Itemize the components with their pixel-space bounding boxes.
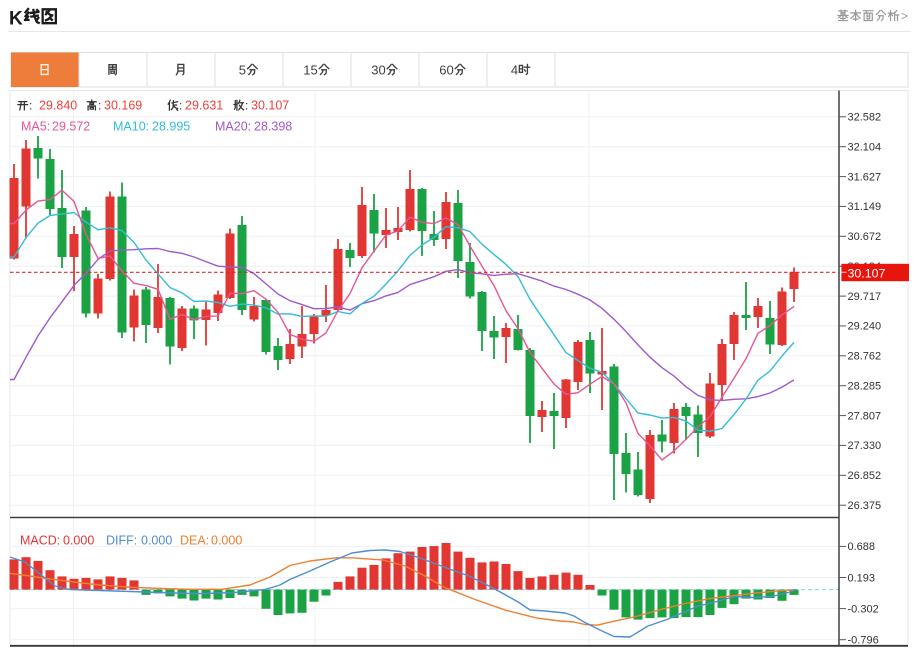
svg-text:MA10:: MA10: [113, 120, 149, 134]
svg-text:-0.302: -0.302 [848, 603, 879, 615]
svg-text:28.285: 28.285 [848, 381, 882, 393]
svg-text:MACD:: MACD: [20, 534, 60, 548]
svg-text:5: 5 [311, 63, 318, 78]
svg-text:1: 1 [303, 63, 310, 78]
svg-text::: : [29, 99, 32, 113]
svg-text:-0.796: -0.796 [848, 635, 879, 647]
svg-text:6: 6 [439, 63, 446, 78]
svg-text:5: 5 [239, 63, 246, 78]
svg-text:29.717: 29.717 [848, 291, 882, 303]
svg-text:27.807: 27.807 [848, 410, 882, 422]
svg-text:31.149: 31.149 [848, 201, 882, 213]
svg-text::: : [245, 99, 248, 113]
svg-text:0: 0 [447, 63, 454, 78]
svg-text:26.852: 26.852 [848, 470, 882, 482]
svg-text:>: > [901, 9, 908, 23]
svg-text:29.631: 29.631 [185, 99, 223, 113]
svg-text::: : [179, 99, 182, 113]
svg-text:30.169: 30.169 [104, 99, 142, 113]
svg-text:0: 0 [379, 63, 386, 78]
svg-text:32.582: 32.582 [848, 112, 882, 124]
svg-text:0.000: 0.000 [141, 534, 172, 548]
svg-text:30.107: 30.107 [251, 99, 289, 113]
svg-text:4: 4 [511, 63, 518, 78]
svg-text:26.375: 26.375 [848, 500, 882, 512]
svg-text:K: K [9, 9, 23, 30]
svg-text:29.240: 29.240 [848, 321, 882, 333]
svg-text:30.672: 30.672 [848, 231, 882, 243]
svg-text:0.688: 0.688 [848, 541, 876, 553]
svg-text:0.193: 0.193 [848, 572, 876, 584]
svg-text:0.000: 0.000 [211, 534, 242, 548]
svg-text:DIFF:: DIFF: [106, 534, 137, 548]
svg-text:DEA:: DEA: [180, 534, 209, 548]
svg-text:30.107: 30.107 [848, 266, 886, 280]
svg-text:0.000: 0.000 [63, 534, 94, 548]
svg-text:MA5:: MA5: [21, 120, 50, 134]
svg-text:27.330: 27.330 [848, 440, 882, 452]
svg-text:32.104: 32.104 [848, 142, 882, 154]
svg-text:28.995: 28.995 [152, 120, 190, 134]
svg-text:29.572: 29.572 [52, 120, 90, 134]
svg-text:29.840: 29.840 [39, 99, 77, 113]
svg-text:3: 3 [371, 63, 378, 78]
svg-text:MA20:: MA20: [215, 120, 251, 134]
svg-text:31.627: 31.627 [848, 171, 882, 183]
svg-text::: : [98, 99, 101, 113]
svg-text:28.762: 28.762 [848, 351, 882, 363]
svg-text:28.398: 28.398 [254, 120, 292, 134]
